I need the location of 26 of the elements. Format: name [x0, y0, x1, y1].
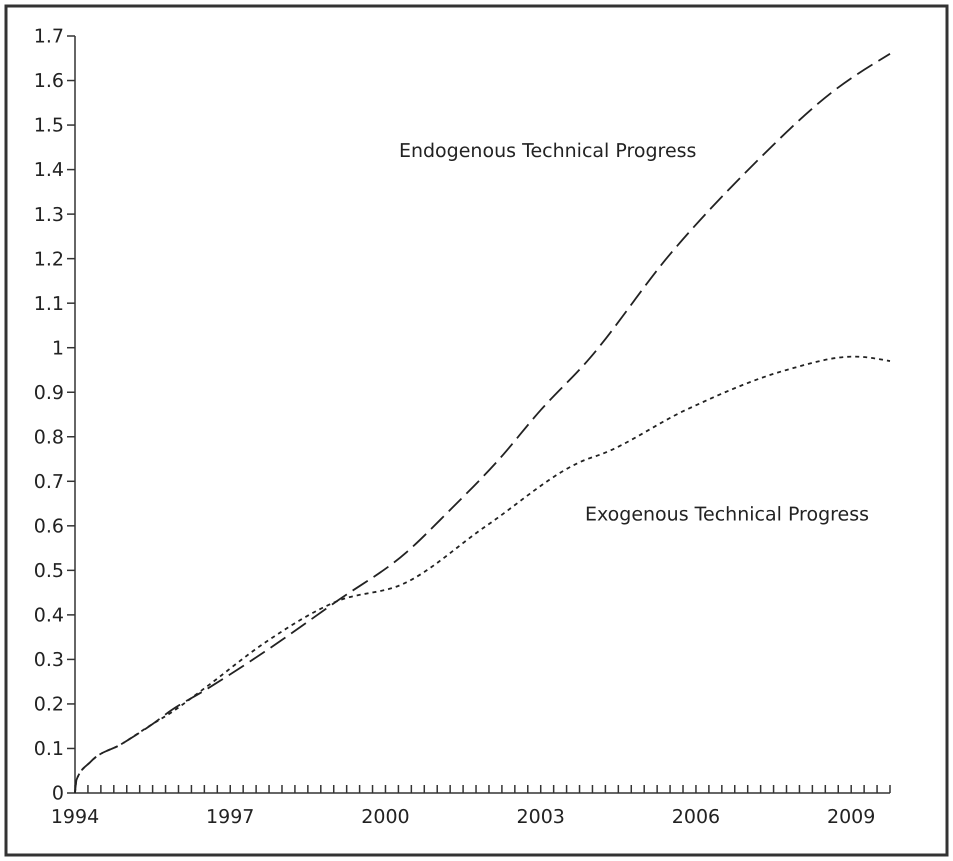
y-tick-label: 0.5	[34, 560, 64, 582]
y-tick-label: 0.2	[34, 694, 64, 716]
y-tick-label: 0.9	[34, 382, 64, 404]
y-tick-label: 0.3	[34, 649, 64, 672]
x-tick-label: 2003	[516, 806, 565, 828]
y-tick-label: 1.2	[34, 248, 64, 270]
x-tick-label: 2006	[672, 806, 720, 828]
x-tick-label: 1994	[50, 806, 100, 828]
y-tick-label: 1.3	[34, 204, 64, 226]
y-tick-label: 0.6	[34, 515, 64, 538]
text: Exogenous Technical Progress	[584, 503, 870, 526]
y-tick-label: 1.4	[34, 159, 64, 182]
y-tick-label: 0.7	[34, 470, 64, 493]
y-tick-label: 0.1	[34, 738, 64, 760]
y-tick-label: 0.8	[34, 426, 64, 448]
y-tick-label: 1.1	[34, 292, 64, 315]
x-tick-label: 2009	[827, 806, 876, 828]
text: Endogenous Technical Progress	[398, 140, 696, 162]
y-tick-label: 1.5	[34, 114, 64, 137]
x-tick-label: 2000	[361, 806, 410, 828]
y-tick-label: 1.6	[34, 70, 64, 92]
y-tick-label: 0	[52, 782, 64, 805]
x-tick-label: 1997	[206, 806, 254, 828]
y-tick-label: 1.7	[34, 26, 64, 48]
y-tick-label: 1	[52, 337, 64, 360]
y-tick-label: 0.4	[34, 604, 64, 627]
